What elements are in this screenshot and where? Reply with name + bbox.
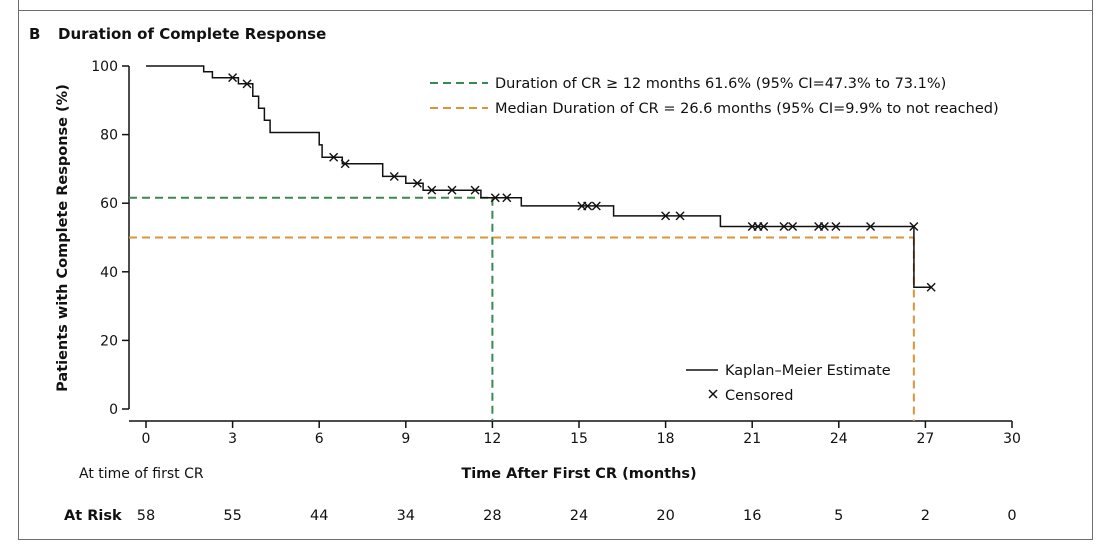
censor-mark <box>831 222 841 232</box>
censor-mark <box>340 159 350 169</box>
km-curve-line <box>146 65 932 288</box>
censor-mark <box>661 211 671 221</box>
censor-mark <box>490 193 500 203</box>
y-tick-label: 100 <box>91 59 118 75</box>
ref-line-median-label: Median Duration of CR = 26.6 months (95%… <box>495 101 999 117</box>
censor-mark <box>926 282 936 292</box>
censored-legend-icon <box>708 389 718 399</box>
x-tick-label: 6 <box>315 431 324 447</box>
at-risk-count: 16 <box>743 508 761 524</box>
x-tick-label: 18 <box>657 431 675 447</box>
x-tick-label: 9 <box>401 431 410 447</box>
at-risk-label: At Risk <box>64 508 122 524</box>
censor-mark <box>591 201 601 211</box>
at-risk-count: 58 <box>137 508 155 524</box>
x-tick-label: 21 <box>743 431 761 447</box>
censor-mark <box>759 222 769 232</box>
ref-line-12mo-label: Duration of CR ≥ 12 months 61.6% (95% CI… <box>495 76 946 92</box>
km-legend-label: Kaplan–Meier Estimate <box>725 363 891 379</box>
censor-mark <box>779 222 789 232</box>
y-tick-label: 60 <box>100 196 118 212</box>
x-tick-label: 12 <box>483 431 501 447</box>
x-axis-label: Time After First CR (months) <box>461 466 696 482</box>
panel-letter: B <box>29 25 40 43</box>
at-risk-count: 20 <box>656 508 674 524</box>
censor-mark <box>242 79 252 89</box>
y-tick-label: 0 <box>109 402 118 418</box>
figure-panel-frame <box>18 0 1093 540</box>
at-risk-row: 58 55 44 34 28 24 20 16 5 2 0 <box>137 508 1017 524</box>
censor-mark <box>675 211 685 221</box>
axes: 0 20 40 60 80 100 0 3 6 9 12 15 18 21 24 27 30 <box>91 59 1021 447</box>
x-tick-label: 24 <box>830 431 848 447</box>
reference-lines <box>129 196 915 421</box>
censor-mark <box>412 178 422 188</box>
censored-legend-label: Censored <box>725 388 793 404</box>
at-risk-count: 28 <box>483 508 501 524</box>
y-axis-label: Patients with Complete Response (%) <box>55 84 71 392</box>
at-time-caption: At time of first CR <box>79 466 204 482</box>
x-tick-label: 0 <box>142 431 151 447</box>
censor-mark <box>228 73 238 83</box>
y-tick-label: 80 <box>100 128 118 144</box>
censor-mark <box>583 201 593 211</box>
chart-title: Duration of Complete Response <box>58 25 326 43</box>
censor-mark <box>819 222 829 232</box>
at-risk-count: 5 <box>834 508 843 524</box>
at-risk-count: 0 <box>1007 508 1016 524</box>
km-curve-group <box>146 65 932 288</box>
at-risk-count: 2 <box>921 508 930 524</box>
censor-mark <box>502 193 512 203</box>
at-risk-count: 34 <box>397 508 415 524</box>
panel-top-rule <box>18 10 1093 11</box>
x-tick-label: 15 <box>570 431 588 447</box>
censor-mark <box>909 222 919 232</box>
at-risk-count: 44 <box>310 508 328 524</box>
at-risk-count: 24 <box>570 508 588 524</box>
censor-mark <box>447 185 457 195</box>
y-tick-label: 20 <box>100 333 118 349</box>
censor-mark <box>788 222 798 232</box>
x-tick-label: 3 <box>228 431 237 447</box>
at-risk-count: 55 <box>223 508 241 524</box>
censor-mark <box>427 185 437 195</box>
series-legend: Kaplan–Meier Estimate Censored <box>686 363 891 404</box>
censor-marks <box>228 73 936 292</box>
reference-legend: Duration of CR ≥ 12 months 61.6% (95% CI… <box>430 76 999 117</box>
censor-mark <box>866 222 876 232</box>
censor-mark <box>470 185 480 195</box>
x-tick-label: 30 <box>1003 431 1021 447</box>
x-tick-label: 27 <box>916 431 934 447</box>
censor-mark <box>389 171 399 181</box>
censor-mark <box>329 152 339 162</box>
y-tick-label: 40 <box>100 265 118 281</box>
